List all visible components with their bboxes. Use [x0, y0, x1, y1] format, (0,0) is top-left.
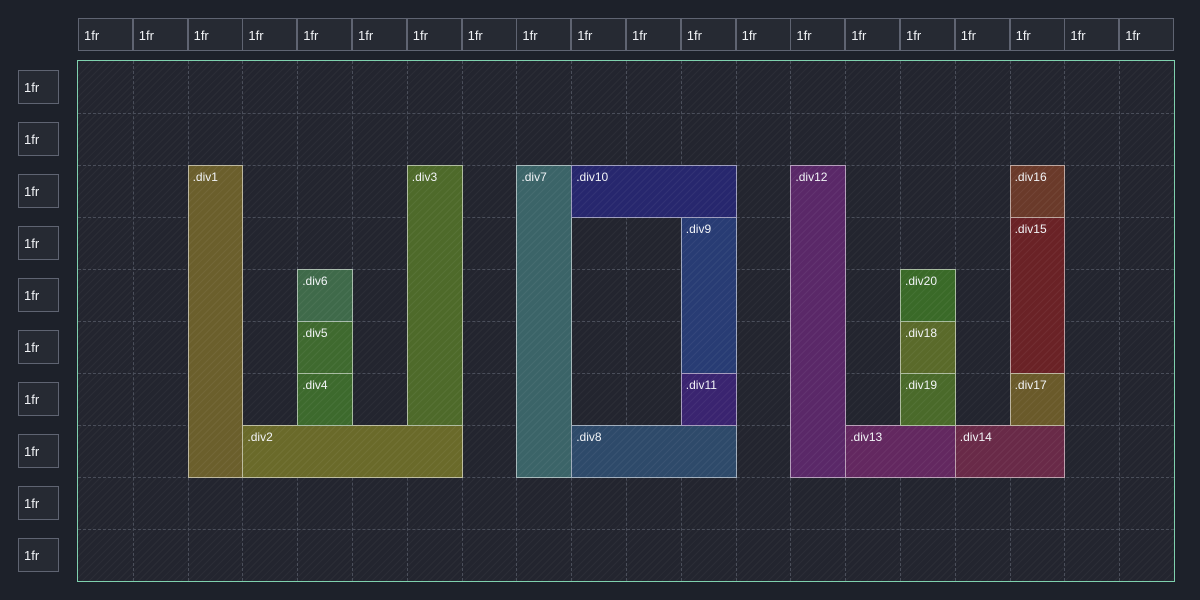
- grid-item[interactable]: .div16: [1009, 165, 1066, 218]
- row-track-label: 1fr: [18, 330, 59, 364]
- grid-item[interactable]: .div20: [900, 269, 956, 322]
- grid-container[interactable]: .div1 .div2 .div3 .div4 .div5 .div6 .div7 .div8…: [77, 60, 1175, 582]
- row-track-label: 1fr: [18, 486, 59, 520]
- row-track-labels: 1fr 1fr 1fr 1fr 1fr 1fr 1fr 1fr 1fr 1fr: [0, 0, 76, 600]
- grid-item[interactable]: .div10: [571, 165, 737, 218]
- column-track-label: 1fr: [900, 18, 955, 51]
- grid-line-horizontal: [78, 373, 1174, 374]
- column-track-labels: 1fr 1fr 1fr 1fr 1fr 1fr 1fr 1fr 1fr 1fr 1fr 1fr 1fr 1…: [0, 0, 1200, 60]
- grid-item[interactable]: .div8: [571, 425, 737, 478]
- column-track-label: 1fr: [406, 18, 462, 51]
- column-track-label: 1fr: [626, 18, 681, 51]
- grid-item[interactable]: .div12: [790, 165, 847, 478]
- grid-item[interactable]: .div4: [297, 373, 353, 426]
- column-track-label: 1fr: [242, 18, 298, 51]
- row-track-label: 1fr: [18, 382, 59, 416]
- grid-item[interactable]: .div17: [1009, 373, 1066, 426]
- grid-item[interactable]: .div2: [242, 425, 463, 478]
- grid-line-horizontal: [78, 113, 1174, 114]
- grid-item[interactable]: .div6: [297, 269, 353, 322]
- row-track-label: 1fr: [18, 538, 59, 572]
- grid-item[interactable]: .div14: [954, 425, 1066, 478]
- grid-item[interactable]: .div5: [297, 321, 353, 374]
- column-track-label: 1fr: [78, 18, 133, 51]
- row-track-label: 1fr: [18, 278, 59, 312]
- column-track-label: 1fr: [954, 18, 1010, 51]
- column-track-label: 1fr: [297, 18, 353, 51]
- grid-line-horizontal: [78, 269, 1174, 270]
- grid-item[interactable]: .div1: [187, 165, 244, 478]
- row-track-label: 1fr: [18, 226, 59, 260]
- column-track-label: 1fr: [1009, 18, 1065, 51]
- column-track-label: 1fr: [790, 18, 846, 51]
- grid-item[interactable]: .div11: [680, 373, 737, 426]
- column-track-label: 1fr: [1119, 18, 1175, 51]
- column-track-label: 1fr: [516, 18, 572, 51]
- column-track-label: 1fr: [187, 18, 243, 51]
- column-track-label: 1fr: [680, 18, 736, 51]
- column-track-label: 1fr: [352, 18, 407, 51]
- column-track-label: 1fr: [132, 18, 188, 51]
- grid-item[interactable]: .div9: [680, 217, 737, 374]
- column-track-label: 1fr: [845, 18, 901, 51]
- column-track-label: 1fr: [735, 18, 791, 51]
- grid-item[interactable]: .div18: [900, 321, 956, 374]
- row-track-label: 1fr: [18, 434, 59, 468]
- row-track-label: 1fr: [18, 122, 59, 156]
- grid-item[interactable]: .div19: [900, 373, 956, 426]
- column-track-label: 1fr: [461, 18, 517, 51]
- grid-item[interactable]: .div7: [516, 165, 573, 478]
- grid-line-horizontal: [78, 529, 1174, 530]
- row-track-label: 1fr: [18, 174, 59, 208]
- grid-item[interactable]: .div15: [1009, 217, 1066, 374]
- grid-line-horizontal: [78, 321, 1174, 322]
- column-track-label: 1fr: [1064, 18, 1120, 51]
- grid-item[interactable]: .div13: [845, 425, 956, 478]
- column-track-label: 1fr: [571, 18, 627, 51]
- row-track-label: 1fr: [18, 70, 59, 104]
- grid-item[interactable]: .div3: [406, 165, 463, 426]
